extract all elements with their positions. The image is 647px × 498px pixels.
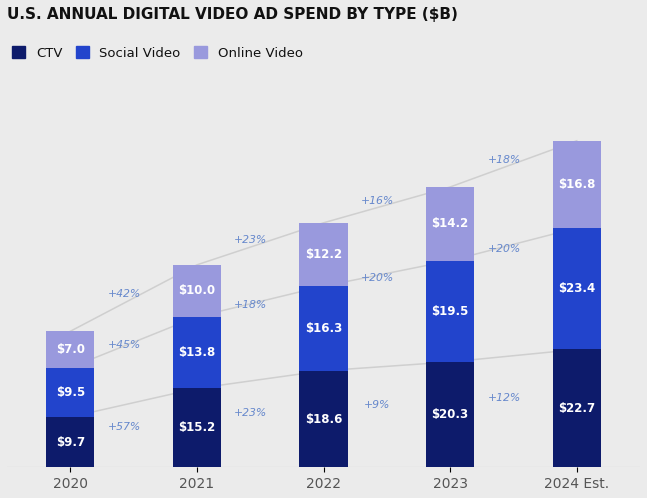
- Text: +18%: +18%: [234, 300, 267, 310]
- Text: +57%: +57%: [107, 422, 141, 432]
- Text: +23%: +23%: [234, 408, 267, 418]
- Text: $23.4: $23.4: [558, 282, 595, 295]
- Bar: [173, 265, 221, 317]
- Text: $18.6: $18.6: [305, 412, 342, 426]
- Text: +12%: +12%: [487, 393, 521, 403]
- Text: +42%: +42%: [107, 289, 141, 299]
- Text: +18%: +18%: [487, 155, 521, 165]
- Bar: [426, 362, 474, 467]
- Bar: [300, 223, 347, 286]
- Legend: CTV, Social Video, Online Video: CTV, Social Video, Online Video: [7, 41, 308, 65]
- Text: $13.8: $13.8: [179, 346, 215, 359]
- Text: +20%: +20%: [487, 245, 521, 254]
- Text: +23%: +23%: [234, 235, 267, 245]
- Text: $10.0: $10.0: [179, 284, 215, 297]
- Bar: [46, 331, 94, 368]
- Bar: [173, 388, 221, 467]
- Text: +9%: +9%: [364, 400, 391, 410]
- Bar: [300, 286, 347, 371]
- Text: $20.3: $20.3: [432, 408, 468, 421]
- Text: +16%: +16%: [361, 196, 394, 206]
- Text: U.S. ANNUAL DIGITAL VIDEO AD SPEND BY TYPE ($B): U.S. ANNUAL DIGITAL VIDEO AD SPEND BY TY…: [7, 7, 458, 22]
- Bar: [46, 368, 94, 417]
- Text: +20%: +20%: [361, 273, 394, 283]
- Text: $16.3: $16.3: [305, 322, 342, 335]
- Text: $7.0: $7.0: [56, 343, 85, 356]
- Text: $15.2: $15.2: [179, 421, 215, 434]
- Bar: [553, 350, 601, 467]
- Bar: [553, 141, 601, 228]
- Text: $12.2: $12.2: [305, 248, 342, 261]
- Bar: [46, 417, 94, 467]
- Bar: [426, 261, 474, 362]
- Bar: [300, 371, 347, 467]
- Text: $19.5: $19.5: [432, 305, 469, 318]
- Bar: [553, 228, 601, 350]
- Bar: [426, 187, 474, 261]
- Text: $16.8: $16.8: [558, 178, 595, 191]
- Bar: [173, 317, 221, 388]
- Text: $14.2: $14.2: [432, 217, 468, 231]
- Text: $9.7: $9.7: [56, 436, 85, 449]
- Text: +45%: +45%: [107, 340, 141, 350]
- Text: $22.7: $22.7: [558, 402, 595, 415]
- Text: $9.5: $9.5: [56, 386, 85, 399]
